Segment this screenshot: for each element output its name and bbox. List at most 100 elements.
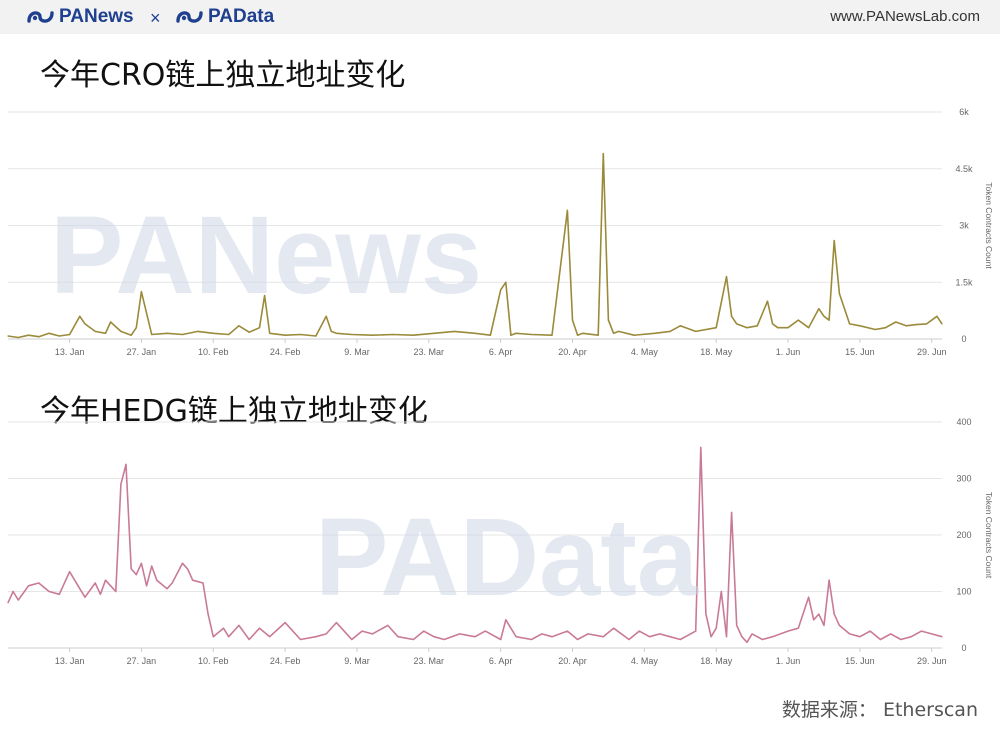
data-point — [731, 315, 733, 317]
x-tick-label: 23. Mar — [414, 347, 445, 357]
data-point — [741, 636, 743, 638]
data-point — [248, 638, 250, 641]
x-tick-label: 10. Feb — [198, 347, 229, 357]
data-point — [895, 321, 897, 323]
data-point — [751, 633, 753, 635]
hedg-chart-title: 今年HEDG链上独立地址变化 — [40, 394, 428, 429]
data-point — [212, 636, 214, 638]
data-point — [602, 636, 604, 638]
x-tick-label: 23. Mar — [414, 656, 445, 666]
data-point — [474, 332, 476, 334]
data-point — [828, 579, 830, 581]
data-point — [351, 333, 353, 336]
data-point — [69, 571, 71, 573]
data-point — [577, 638, 579, 641]
data-point — [459, 633, 461, 635]
data-point — [833, 240, 835, 242]
data-point — [325, 315, 327, 317]
data-point — [638, 630, 640, 632]
data-point — [151, 565, 153, 567]
hedg-chart-panel: PAData 0 100 200 300 400 13. Jan 27. Jan 10. Fe… — [0, 410, 1000, 680]
data-point — [94, 330, 96, 332]
data-point — [818, 613, 820, 615]
data-point — [228, 636, 230, 638]
data-point — [238, 325, 240, 327]
data-point — [859, 325, 861, 327]
x-tick-label: 4. May — [631, 347, 659, 357]
data-point — [130, 334, 132, 336]
data-point — [787, 630, 789, 632]
data-point — [238, 624, 240, 626]
data-point — [27, 585, 30, 587]
data-point — [659, 633, 661, 635]
y-tick-label: 1.5k — [955, 277, 973, 287]
data-point — [766, 300, 769, 302]
data-point — [115, 590, 117, 593]
x-tick-label: 24. Feb — [270, 347, 301, 357]
data-point — [248, 331, 250, 333]
data-point — [104, 579, 107, 581]
x-tick-label: 20. Apr — [558, 347, 587, 357]
x-tick-label: 1. Jun — [776, 656, 801, 666]
y-tick-label: 4.5k — [955, 164, 973, 174]
data-point — [166, 332, 168, 334]
data-point — [125, 463, 127, 465]
data-point — [166, 588, 168, 590]
x-tick-label: 6. Apr — [489, 656, 513, 666]
data-point — [587, 633, 589, 635]
data-point — [602, 153, 604, 155]
x-tick-label: 15. Jun — [845, 347, 875, 357]
data-point — [228, 333, 230, 336]
hedg-chart: 0 100 200 300 400 13. Jan 27. Jan 10. Feb 24. Fe… — [7, 417, 994, 666]
padata-logo-text: PAData — [208, 6, 275, 27]
data-point — [808, 327, 810, 329]
x-tick-label: 10. Feb — [198, 656, 229, 666]
data-point — [874, 328, 876, 331]
data-point — [607, 319, 610, 321]
y-tick-label: 400 — [956, 417, 971, 427]
data-point — [879, 638, 882, 641]
series-line — [7, 152, 943, 339]
data-point — [392, 333, 394, 336]
site-url: www.PANewsLab.com — [830, 8, 980, 25]
data-point — [94, 582, 96, 584]
x-tick-label: 27. Jan — [127, 656, 157, 666]
y-tick-label: 0 — [961, 643, 966, 653]
data-point — [120, 330, 122, 332]
data-point — [299, 333, 302, 336]
header-bar: PANews × PAData www.PANewsLab.com — [0, 0, 1000, 34]
data-point — [474, 636, 476, 638]
data-point — [833, 613, 835, 615]
data-source: 数据来源： Etherscan — [781, 699, 978, 721]
cro-chart-title: 今年CRO链上独立地址变化 — [40, 58, 406, 93]
data-point — [269, 332, 271, 334]
padata-logo-icon — [176, 11, 203, 23]
data-point — [700, 446, 702, 448]
panews-logo-icon — [27, 11, 54, 23]
data-point — [222, 627, 225, 629]
data-point — [187, 568, 189, 570]
data-point — [17, 599, 19, 601]
data-point — [361, 630, 363, 632]
data-point — [566, 209, 569, 211]
data-point — [936, 315, 938, 317]
data-point — [79, 315, 81, 317]
data-point — [808, 596, 810, 598]
data-point — [335, 622, 337, 624]
data-point — [423, 630, 425, 632]
data-point — [772, 323, 774, 325]
data-point — [725, 636, 728, 638]
data-point — [941, 636, 943, 638]
data-point — [613, 332, 615, 334]
data-point — [530, 638, 533, 641]
data-point — [797, 319, 799, 321]
cro-chart-panel: PANews 0 1.5k 3k 4.5k 6k 13. Jan 27. Jan 10. Fe… — [0, 96, 1000, 366]
data-point — [746, 327, 748, 329]
data-point — [838, 624, 841, 626]
data-point — [299, 638, 302, 641]
data-point — [618, 330, 620, 332]
data-point — [633, 334, 635, 336]
data-point — [27, 334, 30, 336]
data-point — [181, 562, 184, 564]
data-point — [151, 333, 153, 336]
